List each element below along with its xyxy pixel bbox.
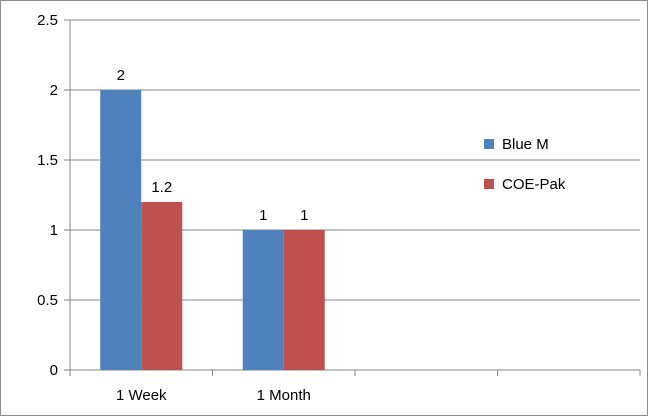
legend: Blue M COE-Pak bbox=[484, 136, 566, 193]
data-label: 1.2 bbox=[151, 179, 172, 196]
bar-blue-m bbox=[242, 230, 284, 370]
x-tick-label: 1 Month bbox=[257, 387, 311, 404]
bar-coe-pak bbox=[283, 230, 325, 370]
bar-coe-pak bbox=[141, 202, 183, 370]
data-labels: 211.21 bbox=[117, 67, 309, 224]
data-label: 1 bbox=[300, 207, 308, 224]
legend-label: Blue M bbox=[502, 136, 549, 153]
y-tick-label: 1 bbox=[50, 222, 58, 239]
y-tick-label: 0 bbox=[50, 362, 58, 379]
data-label: 1 bbox=[259, 207, 267, 224]
y-tick-label: 1.5 bbox=[37, 152, 58, 169]
y-axis: 0 0.5 1 1.5 2 2.5 bbox=[37, 12, 71, 379]
x-tick-label: 1 Week bbox=[116, 387, 167, 404]
y-tick-label: 0.5 bbox=[37, 292, 58, 309]
x-axis: 1 Week 1 Month bbox=[69, 369, 641, 404]
legend-swatch bbox=[484, 139, 494, 149]
y-tick-label: 2 bbox=[50, 82, 58, 99]
data-label: 2 bbox=[117, 67, 125, 84]
legend-swatch bbox=[484, 179, 494, 189]
y-tick-label: 2.5 bbox=[37, 12, 58, 29]
legend-label: COE-Pak bbox=[502, 176, 566, 193]
bars bbox=[100, 90, 325, 370]
bar-blue-m bbox=[100, 90, 142, 370]
